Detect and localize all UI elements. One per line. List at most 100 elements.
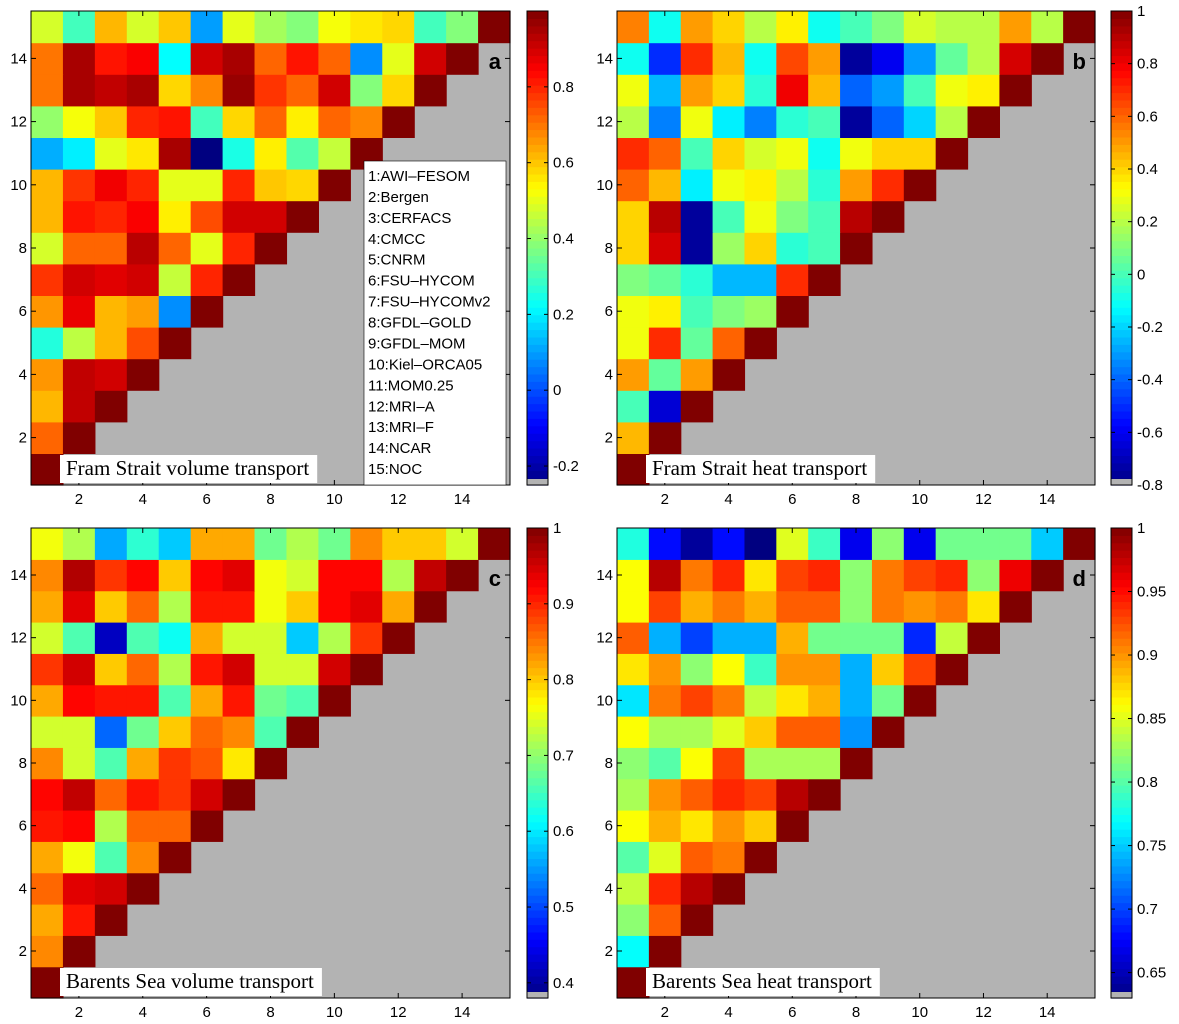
- heatmap-cell: [62, 327, 96, 360]
- heatmap-cell: [222, 559, 256, 592]
- diagonal-cell: [286, 200, 319, 233]
- heatmap-cell: [744, 200, 777, 233]
- heatmap-cell: [126, 327, 160, 360]
- colorbar-segment: [1111, 55, 1132, 64]
- heatmap-cell: [840, 105, 873, 138]
- heatmap-cell: [94, 263, 128, 296]
- heatmap-cell: [744, 810, 777, 842]
- heatmap-cell: [648, 590, 682, 623]
- colorbar-segment: [527, 953, 548, 962]
- heatmap-cell: [94, 559, 128, 592]
- heatmap-cell: [158, 528, 192, 560]
- heatmap-cell: [712, 74, 746, 107]
- colorbar-segment: [527, 740, 548, 749]
- colorbar-segment: [1111, 85, 1132, 94]
- colorbar-segment: [527, 136, 548, 145]
- heatmap-cell: [126, 622, 160, 654]
- colorbar-segment: [527, 107, 548, 116]
- colorbar-segment: [527, 181, 548, 190]
- heatmap-cell: [680, 622, 714, 654]
- heatmap-cell: [744, 295, 777, 328]
- heatmap-cell: [62, 872, 96, 905]
- x-tick-label: 10: [911, 1004, 928, 1021]
- colorbar-segment: [1111, 550, 1132, 558]
- colorbar-segment: [527, 858, 548, 867]
- heatmap-cell: [680, 559, 714, 592]
- y-tick-label: 8: [605, 240, 613, 257]
- heatmap-cell: [808, 11, 841, 44]
- heatmap-cell: [62, 904, 96, 936]
- heatmap-cell: [648, 42, 682, 75]
- x-tick-label: 8: [266, 491, 274, 508]
- heatmap-cell: [744, 528, 777, 560]
- colorbar-segment: [527, 381, 548, 390]
- heatmap-cell: [617, 778, 650, 811]
- x-tick-label: 8: [852, 491, 860, 508]
- diagonal-cell: [382, 105, 415, 138]
- heatmap-cell: [999, 11, 1032, 44]
- heatmap-cell: [808, 747, 841, 780]
- x-tick-label: 12: [390, 1004, 407, 1021]
- legend-entry: 8:GFDL–GOLD: [368, 315, 472, 332]
- diagonal-cell: [680, 390, 714, 423]
- colorbar-segment: [1111, 851, 1132, 860]
- colorbar-segment: [1111, 262, 1132, 271]
- colorbar-segment: [527, 542, 548, 551]
- heatmap-cell: [158, 11, 192, 44]
- colorbar-segment: [1111, 873, 1132, 882]
- y-tick-label: 8: [605, 755, 613, 772]
- colorbar-segment: [1111, 630, 1132, 639]
- colorbar-segment: [527, 718, 548, 727]
- colorbar-segment: [527, 210, 548, 219]
- heatmap-cell: [222, 622, 256, 654]
- heatmap-cell: [318, 590, 351, 623]
- diagonal-cell: [254, 232, 288, 265]
- colorbar-segment: [1111, 557, 1132, 566]
- colorbar-segment: [1111, 396, 1132, 405]
- x-tick-label: 14: [1039, 491, 1056, 508]
- heatmap-cell: [744, 684, 777, 717]
- heatmap-cell: [871, 528, 905, 560]
- heatmap-cell: [190, 137, 224, 170]
- diagonal-cell: [903, 684, 937, 717]
- heatmap-cell: [744, 653, 777, 686]
- heatmap-cell: [744, 11, 777, 44]
- x-tick-label: 14: [1039, 1004, 1056, 1021]
- heatmap-cell: [190, 263, 224, 296]
- heatmap-cell: [648, 232, 682, 265]
- colorbar-segment: [1111, 880, 1132, 889]
- colorbar-segment: [1111, 418, 1132, 427]
- heatmap-cell: [840, 622, 873, 654]
- heatmap-cell: [62, 559, 96, 592]
- heatmap-cell: [414, 42, 447, 75]
- heatmap-cell: [126, 778, 160, 811]
- colorbar-tick-label: 1: [553, 520, 561, 537]
- heatmap-cell: [31, 137, 64, 170]
- heatmap-cell: [286, 559, 319, 592]
- heatmap-cell: [840, 11, 873, 44]
- x-tick-label: 12: [975, 491, 992, 508]
- heatmap-cell: [318, 528, 351, 560]
- heatmap-cell: [190, 42, 224, 75]
- x-tick-label: 2: [75, 491, 83, 508]
- heatmap-cell: [680, 295, 714, 328]
- heatmap-cell: [808, 105, 841, 138]
- heatmap-cell: [935, 74, 969, 107]
- heatmap-cell: [712, 528, 746, 560]
- heatmap-cell: [286, 653, 319, 686]
- heatmap-cell: [222, 716, 256, 748]
- colorbar-mask-swatch: [527, 479, 548, 485]
- heatmap-cell: [158, 559, 192, 592]
- diagonal-cell: [190, 810, 224, 842]
- colorbar-segment: [1111, 586, 1132, 595]
- heatmap-cell: [648, 716, 682, 748]
- heatmap-cell: [382, 590, 415, 623]
- heatmap-cell: [31, 358, 64, 391]
- heatmap-cell: [446, 528, 479, 560]
- heatmap-cell: [648, 778, 682, 811]
- heatmap-cell: [31, 684, 64, 717]
- heatmap-cell: [222, 137, 256, 170]
- colorbar-segment: [527, 218, 548, 227]
- colorbar-segment: [527, 366, 548, 375]
